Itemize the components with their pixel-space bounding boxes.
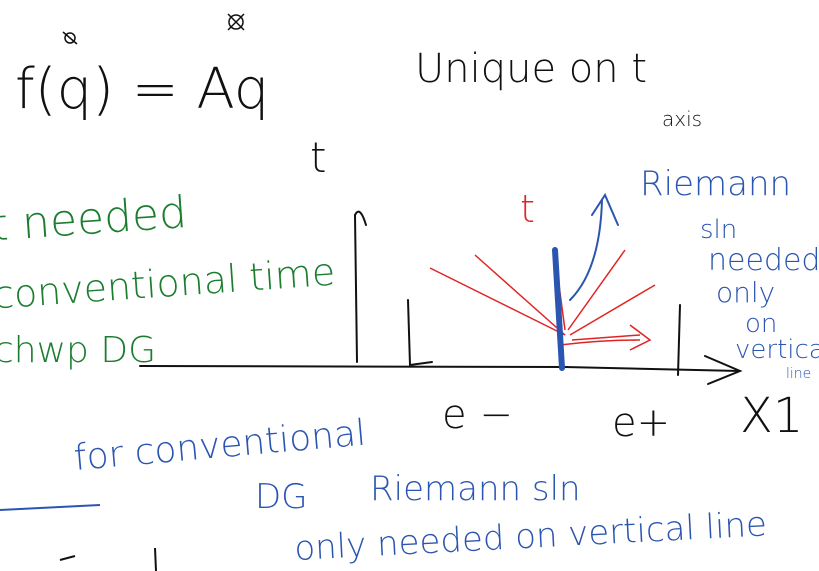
bottom-note: Riemann sln (370, 469, 581, 509)
right-note: vertical (735, 335, 819, 365)
right-note: line (786, 366, 811, 382)
x-label: X1 (740, 388, 803, 444)
formula: f(q) = Aq (15, 57, 269, 122)
red-label: t (520, 187, 535, 231)
e-plus: e+ (612, 400, 670, 446)
right-note: Riemann (640, 164, 791, 204)
right-note: sln (700, 215, 737, 245)
e-minus: e − (442, 392, 513, 438)
whiteboard: f(q) = Aq Unique on t axis t e − e+ X1 t… (0, 0, 819, 571)
note: Unique on t (415, 46, 647, 92)
bottom-note: DG (255, 477, 308, 517)
note-sub: axis (662, 107, 702, 131)
green-note: chwp DG (0, 330, 156, 371)
right-note: only (716, 276, 775, 309)
right-note: needed (708, 243, 819, 278)
t-label: t (310, 133, 326, 182)
